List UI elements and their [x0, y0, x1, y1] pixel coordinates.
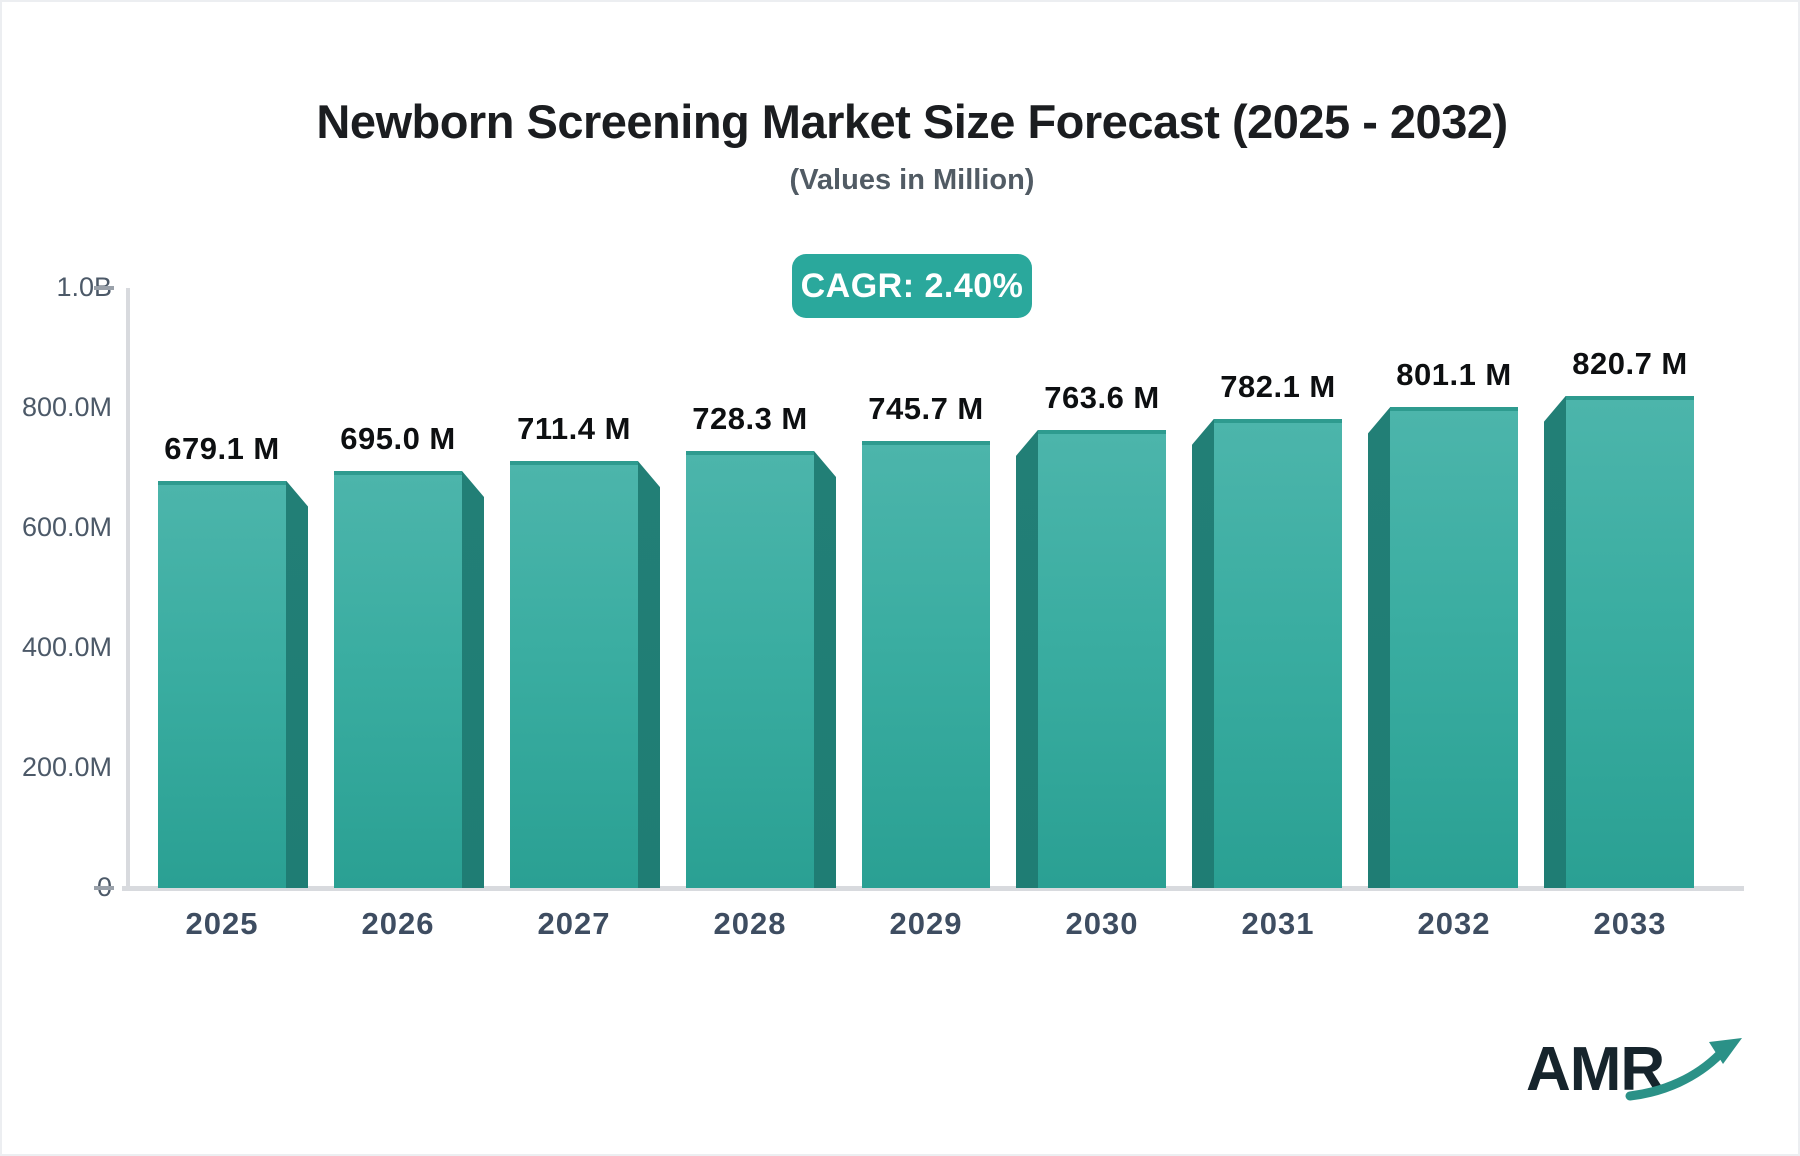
y-axis-tick-dash	[94, 886, 114, 890]
bar-value-label: 782.1 M	[1220, 368, 1336, 404]
bar-value-label: 695.0 M	[340, 421, 456, 456]
x-axis-label: 2031	[1241, 906, 1315, 941]
chart-title: Newborn Screening Market Size Forecast (…	[316, 95, 1508, 148]
bar-2031[interactable]	[1214, 418, 1342, 888]
bar-side-face	[638, 461, 660, 888]
x-axis-baseline	[122, 886, 1744, 891]
bar-value-label: 801.1 M	[1396, 357, 1512, 393]
x-axis-label: 2032	[1417, 906, 1491, 941]
bar-side-face	[814, 451, 836, 888]
y-axis-line	[126, 288, 130, 888]
bar-2028[interactable]	[686, 451, 814, 888]
x-axis-label: 2027	[537, 906, 611, 941]
bar-2032[interactable]	[1390, 407, 1518, 888]
bar-2029[interactable]	[862, 440, 990, 888]
bar-side-face	[1192, 418, 1214, 888]
bar-value-label: 679.1 M	[164, 430, 280, 466]
bar-2030[interactable]	[1038, 429, 1166, 888]
bar-side-face	[1016, 429, 1038, 888]
x-axis-label: 2033	[1593, 906, 1667, 941]
bar-2027[interactable]	[510, 461, 638, 888]
bar-value-label: 745.7 M	[868, 390, 984, 426]
amr-logo: AMR	[1526, 1030, 1742, 1110]
bar-side-face	[1368, 407, 1390, 888]
bar-2026[interactable]	[334, 471, 462, 888]
y-axis-tick-dash	[94, 286, 114, 290]
y-axis-tick-label: 400.0M	[21, 632, 112, 662]
chart-subtitle: (Values in Million)	[789, 164, 1035, 196]
bar-value-label: 763.6 M	[1044, 379, 1160, 415]
bar-value-label: 711.4 M	[517, 411, 631, 447]
x-axis-label: 2026	[361, 906, 435, 941]
x-axis-label: 2029	[889, 906, 963, 941]
bar-value-label: 820.7 M	[1572, 345, 1688, 381]
bar-side-face	[286, 480, 308, 888]
bar-value-label: 728.3 M	[692, 401, 808, 437]
growth-arrow-icon	[1625, 1038, 1742, 1101]
x-axis-label: 2028	[713, 906, 787, 941]
y-axis-tick-label: 800.0M	[21, 392, 112, 422]
x-axis-label: 2025	[185, 906, 259, 941]
y-axis-tick-label: 600.0M	[21, 512, 112, 542]
x-axis-label: 2030	[1065, 906, 1139, 941]
bar-side-face	[1544, 395, 1566, 888]
bar-2033[interactable]	[1566, 395, 1694, 888]
bar-2025[interactable]	[158, 480, 286, 888]
cagr-badge: CAGR: 2.40%	[792, 254, 1032, 318]
y-axis-tick-label: 200.0M	[21, 752, 112, 782]
bar-side-face	[462, 471, 484, 888]
